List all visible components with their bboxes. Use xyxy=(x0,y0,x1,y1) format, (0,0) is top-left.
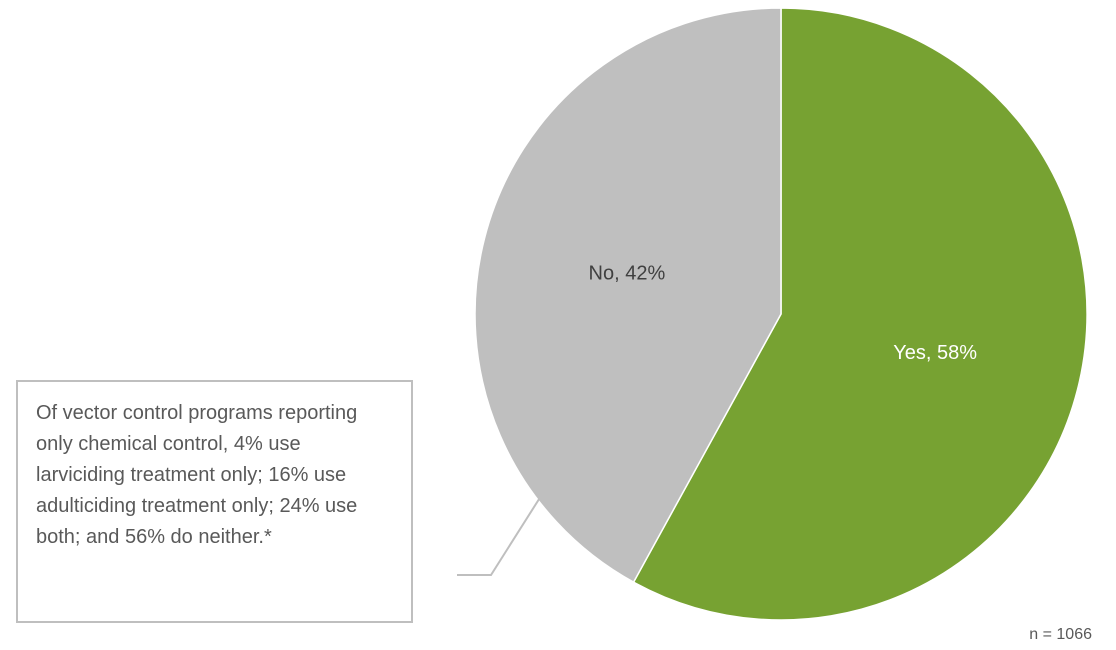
pie-slices xyxy=(474,7,1088,621)
sample-size-label: n = 1066 xyxy=(1029,626,1092,643)
annotation-callout-box: Of vector control programs reporting onl… xyxy=(16,380,413,623)
callout-leader-line xyxy=(457,495,542,576)
pie-label-yes: Yes, 58% xyxy=(893,342,977,364)
pie-label-no: No, 42% xyxy=(589,263,666,285)
annotation-text: Of vector control programs reporting onl… xyxy=(36,402,358,548)
pie-slice-no xyxy=(474,7,782,584)
pie-labels: Yes, 58% No, 42% xyxy=(589,263,978,364)
pie-slice-yes xyxy=(632,7,1088,621)
